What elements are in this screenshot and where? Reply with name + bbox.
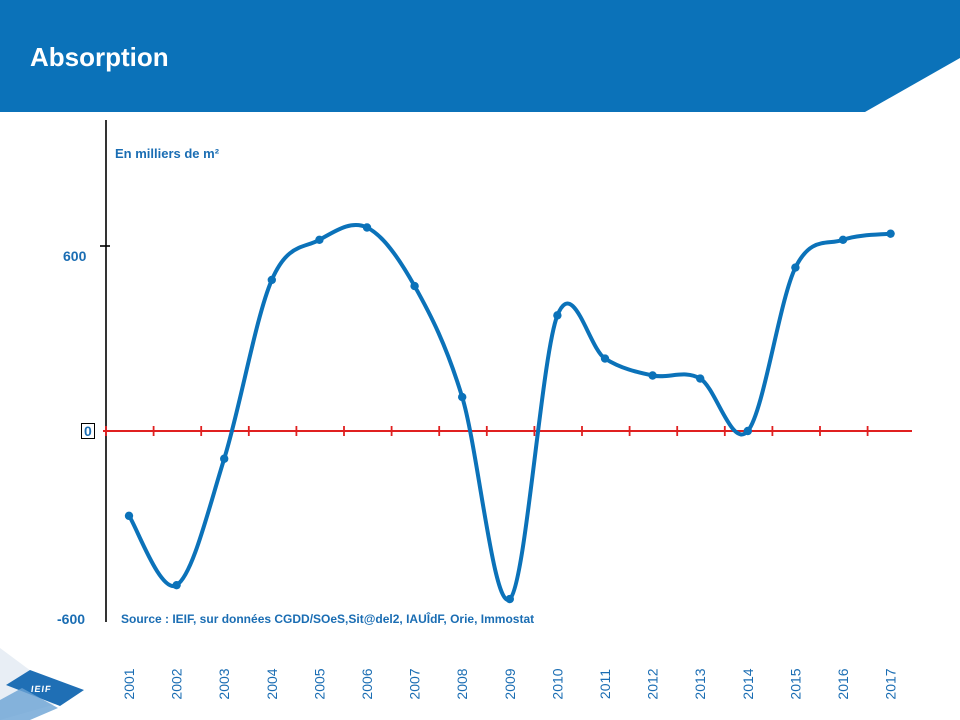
x-tick-label: 2009 [502, 668, 518, 699]
logo-text: IEIF [30, 684, 53, 694]
source-note: Source : IEIF, sur données CGDD/SOeS,Sit… [121, 612, 535, 626]
data-point-2013 [696, 374, 705, 383]
x-tick-label: 2016 [835, 668, 851, 699]
data-point-2006 [362, 223, 372, 232]
data-point-2005 [315, 235, 324, 245]
data-point-2015 [791, 263, 800, 272]
x-tick-label: 2017 [883, 668, 899, 699]
x-tick-label: 2013 [692, 668, 708, 699]
data-point-2017 [886, 229, 895, 238]
x-tick-label: 2011 [597, 669, 613, 699]
data-point-2010 [553, 311, 562, 320]
zero-line-group [103, 426, 912, 436]
y-tick-label-neg600: -600 [57, 611, 86, 627]
data-point-2002 [172, 580, 181, 590]
x-tick-label: 2010 [549, 668, 565, 699]
data-point-2014 [743, 426, 752, 436]
data-point-2012 [648, 371, 657, 380]
data-point-2004 [267, 275, 276, 285]
series-line-group [127, 222, 893, 602]
x-tick-label: 2004 [264, 668, 280, 699]
x-tick-label: 2012 [645, 668, 661, 699]
data-point-2009 [505, 594, 514, 604]
series-markers [124, 223, 895, 604]
unit-label: En milliers de m² [115, 146, 220, 161]
x-tick-label: 2001 [121, 668, 137, 699]
data-point-2011 [600, 354, 610, 363]
header-band-shape [0, 0, 960, 112]
x-tick-label: 2006 [359, 668, 375, 699]
x-tick-label: 2014 [740, 668, 756, 699]
logo-decoration [0, 648, 84, 720]
x-tick-label: 2015 [787, 668, 803, 699]
x-tick-labels: 2001 2002 2003 2004 2005 2006 2007 2008 2009 2010… [121, 668, 899, 699]
x-tick-label: 2008 [454, 668, 470, 699]
data-point-2003 [220, 454, 229, 463]
header-band [0, 0, 960, 112]
y-tick-label-0: 0 [81, 423, 95, 439]
data-point-2007 [410, 281, 419, 291]
y-tick-label-600: 600 [63, 248, 87, 264]
data-point-2001 [124, 511, 134, 520]
data-point-2008 [458, 392, 467, 402]
data-point-2016 [838, 235, 848, 245]
x-tick-label: 2003 [216, 668, 232, 699]
x-tick-label: 2005 [311, 668, 327, 699]
series-line [127, 222, 893, 602]
x-tick-label: 2002 [169, 668, 185, 699]
page-title: Absorption [30, 42, 169, 72]
x-tick-label: 2007 [407, 668, 423, 699]
